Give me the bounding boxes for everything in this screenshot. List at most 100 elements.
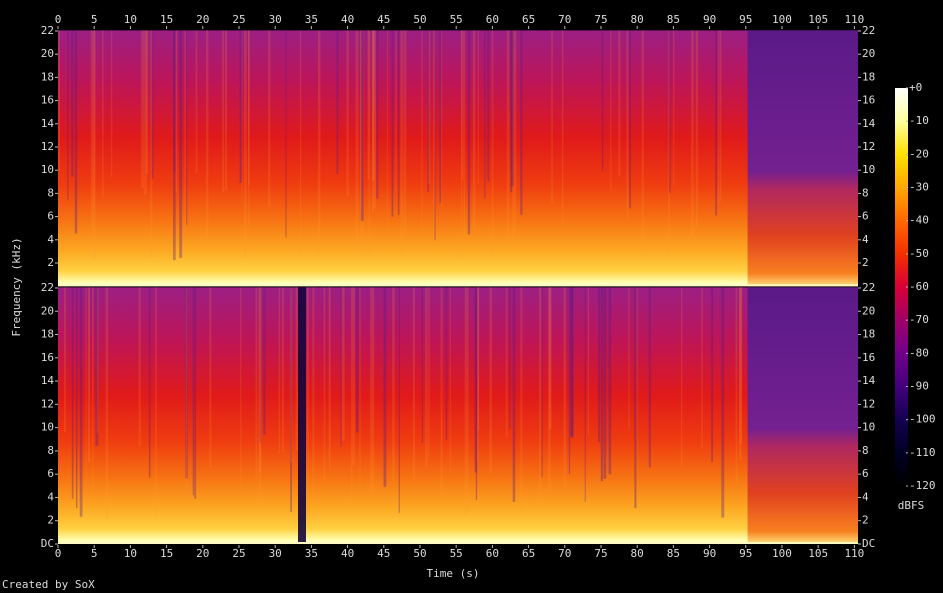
spectrogram-streak	[281, 287, 284, 453]
colorbar-tick-label: -50	[909, 247, 929, 260]
x-tick-label-bottom: 60	[486, 547, 499, 560]
spectrogram-streak	[102, 30, 104, 198]
spectrogram-streak	[370, 287, 372, 490]
x-tick-label-top: 50	[413, 13, 426, 26]
spectrogram-streak	[475, 287, 478, 500]
x-tick-label-top: 95	[739, 13, 752, 26]
y-tick-label-right: 18	[862, 70, 875, 83]
spectrogram-streak	[626, 30, 629, 219]
x-tick-label-bottom: 40	[341, 547, 354, 560]
y-tick-label-right: 8	[862, 186, 869, 199]
spectrogram-streak	[268, 30, 271, 207]
y-tick-label-left: 2	[47, 256, 54, 269]
spectrogram-streak	[184, 30, 186, 238]
y-tick-label-left: 12	[41, 140, 54, 153]
x-tick-label-bottom: 95	[739, 547, 752, 560]
spectrogram-streak	[735, 287, 738, 485]
y-tick-label-right: 12	[862, 397, 875, 410]
spectrogram-streak	[185, 287, 188, 488]
spectrogram-streak	[439, 30, 442, 204]
spectrogram-streak	[484, 30, 486, 199]
spectrogram-streak	[570, 287, 574, 438]
spectrogram-streak	[474, 287, 478, 473]
spectrogram-streak	[600, 287, 603, 482]
colorbar-tick-label: -10	[909, 114, 929, 127]
spectrogram-streak	[95, 287, 99, 447]
x-tick-label-top: 10	[124, 13, 137, 26]
x-tick-label-top: 20	[196, 13, 209, 26]
y-tick-label-left: 4	[47, 233, 54, 246]
spectrogram-streak	[510, 30, 513, 193]
spectrogram-streak	[248, 30, 250, 235]
x-tick-label-bottom: 10	[124, 547, 137, 560]
spectrogram-streak	[541, 287, 543, 478]
spectrogram-streak	[371, 30, 375, 214]
spectrogram-streak	[299, 30, 302, 255]
colorbar-tick-label: -70	[909, 313, 929, 326]
spectrogram-streak	[96, 287, 99, 433]
spectrogram-streak	[360, 30, 364, 221]
spectrogram-streak	[259, 287, 262, 443]
x-tick-label-bottom: 15	[160, 547, 173, 560]
y-tick-label-left: 6	[47, 467, 54, 480]
colorbar-tick-label: -60	[909, 280, 929, 293]
spectrogram-streak	[241, 30, 243, 204]
spectrogram-streak	[186, 30, 188, 225]
y-tick-label-left: DC	[41, 537, 54, 550]
y-tick-label-right: 16	[862, 351, 875, 364]
spectrogram-streak	[67, 30, 69, 201]
x-tick-label-top: 80	[631, 13, 644, 26]
spectrogram-streak	[290, 287, 292, 513]
spectrogram-streak	[360, 30, 363, 253]
x-tick-label-top: 65	[522, 13, 535, 26]
y-tick-label-left: 8	[47, 186, 54, 199]
x-tick-label-top: 70	[558, 13, 571, 26]
spectrogram-streak	[601, 30, 604, 172]
spectrogram-streak	[440, 30, 443, 207]
y-tick-label-right: 2	[862, 256, 869, 269]
spectrogram-streak	[548, 287, 552, 430]
spectrogram-streak	[179, 30, 183, 258]
spectrogram-streak	[403, 30, 407, 236]
spectrogram-streak	[91, 287, 94, 504]
spectrogram-streak	[376, 30, 379, 199]
spectrogram-streak	[467, 287, 469, 514]
x-tick-label-bottom: 70	[558, 547, 571, 560]
spectrogram-streak	[618, 30, 621, 176]
spectrogram-streak	[239, 30, 243, 183]
spectrogram-panels	[58, 30, 858, 544]
x-tick-label-top: 15	[160, 13, 173, 26]
spectrogram-streak	[570, 287, 574, 437]
spectrogram-streak	[695, 30, 699, 229]
spectrogram-streak	[648, 287, 651, 468]
y-tick-label-left: 12	[41, 397, 54, 410]
spectrogram-streak	[317, 30, 321, 254]
spectrogram-streak	[247, 30, 250, 186]
y-tick-label-left: 22	[41, 24, 54, 37]
x-tick-label-bottom: 20	[196, 547, 209, 560]
spectrogram-streak	[563, 287, 567, 487]
spectrogram-streak	[636, 287, 638, 505]
spectrogram-streak	[668, 30, 670, 256]
spectrogram-streak	[628, 287, 630, 430]
spectrogram-streak	[400, 30, 403, 253]
y-tick-label-right: 22	[862, 24, 875, 37]
spectrogram-streak	[561, 30, 564, 228]
spectrogram-streak	[289, 287, 293, 463]
spectrogram-streak	[329, 287, 331, 471]
x-tick-label-top: 45	[377, 13, 390, 26]
spectrogram-streak	[440, 287, 443, 494]
spectrogram-streak	[398, 287, 400, 513]
spectrogram-streak	[511, 30, 514, 187]
x-tick-label-top: 55	[450, 13, 463, 26]
x-tick-label-top: 110	[844, 13, 864, 26]
x-tick-label-top: 5	[91, 13, 98, 26]
spectrogram-streak	[74, 30, 78, 234]
spectrogram-streak	[371, 287, 375, 493]
y-tick-label-left: 14	[41, 374, 55, 387]
spectrogram-image	[58, 30, 858, 287]
spectrogram-streak	[359, 30, 362, 211]
colorbar-tick-label: -120	[909, 479, 936, 492]
spectrogram-streak	[355, 30, 359, 250]
spectrogram-streak	[669, 30, 671, 193]
